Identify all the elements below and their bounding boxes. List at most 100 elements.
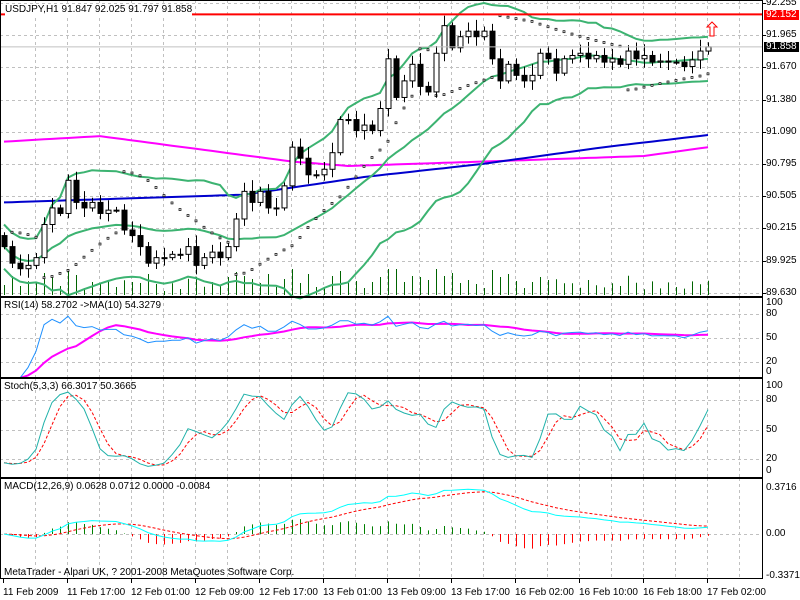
candle[interactable] (457, 30, 464, 53)
candle[interactable] (601, 48, 608, 68)
candle[interactable] (257, 186, 264, 207)
candle[interactable] (201, 253, 208, 270)
candle-body-bear (145, 246, 152, 264)
candle[interactable] (217, 242, 224, 266)
candle[interactable] (377, 101, 384, 137)
candle[interactable] (65, 174, 72, 219)
candle[interactable] (161, 247, 168, 266)
candle[interactable] (497, 48, 504, 89)
candle[interactable] (361, 113, 368, 140)
candle[interactable] (265, 184, 272, 214)
candle[interactable] (153, 250, 160, 270)
parabolic-sar-dot (346, 185, 350, 189)
candle[interactable] (209, 244, 216, 264)
candle[interactable] (193, 235, 200, 275)
candle[interactable] (41, 217, 48, 264)
candle[interactable] (705, 42, 712, 55)
candle[interactable] (449, 22, 456, 51)
candle[interactable] (249, 180, 256, 212)
candle[interactable] (57, 204, 64, 217)
candle[interactable] (609, 48, 616, 71)
candle[interactable] (137, 224, 144, 256)
candle[interactable] (617, 55, 624, 67)
candle[interactable] (289, 141, 296, 191)
candle[interactable] (433, 45, 440, 98)
candle[interactable] (393, 55, 400, 101)
candle[interactable] (33, 253, 40, 270)
candle[interactable] (73, 171, 80, 210)
candle[interactable] (241, 182, 248, 226)
candle[interactable] (97, 195, 104, 220)
candle[interactable] (585, 41, 592, 68)
candle[interactable] (673, 58, 680, 65)
candle[interactable] (25, 254, 32, 278)
candle[interactable] (625, 45, 632, 70)
candle[interactable] (81, 191, 88, 217)
candle[interactable] (577, 44, 584, 63)
candle[interactable] (633, 42, 640, 66)
candle[interactable] (337, 116, 344, 156)
candle[interactable] (329, 142, 336, 178)
parabolic-sar-dot (186, 214, 190, 217)
candle-body-bear (425, 85, 432, 93)
candle[interactable] (521, 66, 528, 88)
candle[interactable] (385, 48, 392, 117)
candle[interactable] (185, 237, 192, 262)
candle[interactable] (641, 44, 648, 68)
candle[interactable] (129, 221, 136, 243)
candle[interactable] (681, 56, 688, 72)
candle[interactable] (305, 146, 312, 184)
candle[interactable] (1, 232, 8, 250)
candle[interactable] (545, 45, 552, 65)
candle[interactable] (281, 182, 288, 211)
candle[interactable] (145, 241, 152, 267)
candle[interactable] (689, 51, 696, 74)
candle[interactable] (665, 51, 672, 71)
candle[interactable] (401, 74, 408, 103)
candle[interactable] (417, 53, 424, 96)
candle[interactable] (105, 200, 112, 222)
candle[interactable] (17, 254, 24, 276)
candle[interactable] (297, 138, 304, 166)
candle[interactable] (649, 50, 656, 66)
candle[interactable] (465, 22, 472, 44)
candle[interactable] (313, 170, 320, 179)
candle[interactable] (273, 197, 280, 216)
candle[interactable] (505, 61, 512, 84)
candle[interactable] (321, 161, 328, 181)
candle[interactable] (345, 113, 352, 125)
candle[interactable] (369, 120, 376, 135)
candle[interactable] (89, 197, 96, 212)
candle[interactable] (537, 48, 544, 80)
candle[interactable] (425, 81, 432, 96)
candle[interactable] (169, 251, 176, 261)
candle[interactable] (9, 240, 16, 268)
price-chart[interactable] (0, 1, 762, 300)
candle[interactable] (657, 53, 664, 68)
macd-indicator[interactable] (3, 488, 709, 549)
candle[interactable] (553, 48, 560, 82)
candle[interactable] (513, 58, 520, 81)
candle[interactable] (113, 206, 120, 213)
candle[interactable] (529, 64, 536, 90)
candle[interactable] (489, 23, 496, 65)
candle[interactable] (473, 19, 480, 46)
candle[interactable] (177, 248, 184, 260)
candle[interactable] (593, 50, 600, 63)
candle[interactable] (225, 243, 232, 261)
candle-body-bull (113, 209, 120, 212)
candle[interactable] (441, 15, 448, 62)
candle[interactable] (409, 55, 416, 88)
rsi-indicator[interactable] (4, 315, 709, 379)
candle[interactable] (481, 26, 488, 41)
candle[interactable] (233, 213, 240, 252)
candle[interactable] (569, 49, 576, 64)
candle[interactable] (49, 197, 56, 233)
candle[interactable] (353, 110, 360, 138)
candle[interactable] (561, 55, 568, 76)
stochastic-indicator[interactable] (3, 391, 709, 467)
candle-body-bear (649, 54, 656, 63)
candle[interactable] (121, 204, 128, 235)
candle[interactable] (697, 39, 704, 69)
